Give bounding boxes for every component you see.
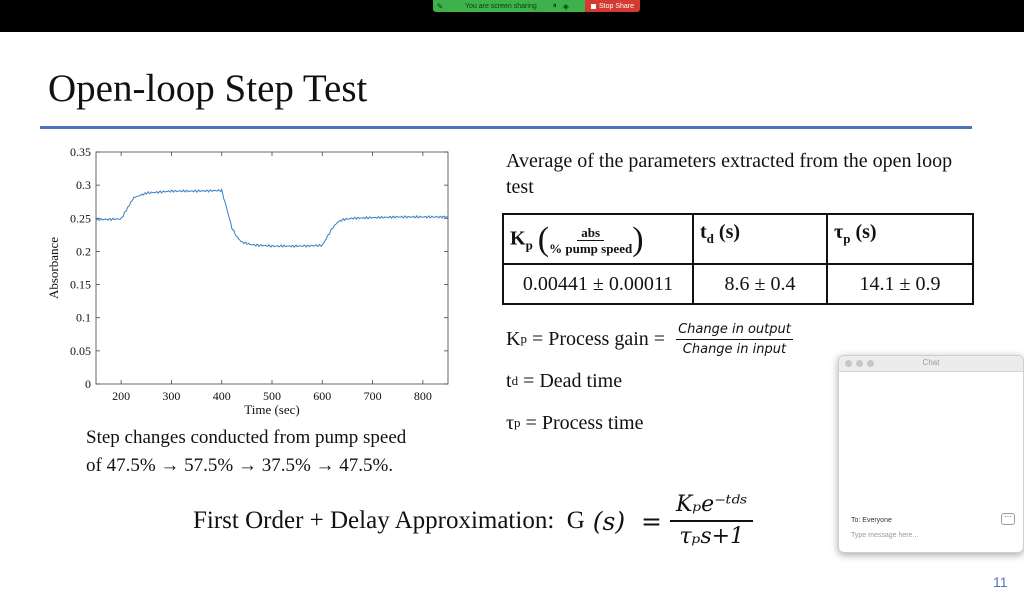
y-tick-label: 0.05 xyxy=(70,344,91,358)
stop-icon xyxy=(590,3,596,9)
formula-numerator: Kₚe⁻ᵗᵈˢ xyxy=(669,490,754,522)
y-tick-label: 0.15 xyxy=(70,278,91,292)
close-window-icon[interactable] xyxy=(845,360,852,367)
share-icon: ✎ xyxy=(436,1,444,11)
formula-fraction: Kₚe⁻ᵗᵈˢ τₚs+1 xyxy=(669,490,754,552)
y-tick-label: 0 xyxy=(85,377,91,391)
x-tick-label: 200 xyxy=(112,389,130,403)
sharing-status-text: You are screen sharing xyxy=(465,2,537,10)
parameters-table: Kp (abs% pump speed) td (s) τp (s) 0.004… xyxy=(502,213,974,305)
chat-window[interactable]: Chat To: Everyone ··· Type message here.… xyxy=(838,355,1024,553)
formula-label: First Order + Delay Approximation: G xyxy=(193,507,585,534)
y-tick-label: 0.2 xyxy=(76,244,91,258)
chat-message-input[interactable]: Type message here... xyxy=(851,532,919,539)
slide-title: Open-loop Step Test xyxy=(48,67,368,110)
caption-line-2: of 47.5% → 57.5% → 37.5% → 47.5%. xyxy=(86,455,394,476)
shield-icon[interactable]: ◈ xyxy=(562,1,569,11)
chat-recipient-selector[interactable]: To: Everyone xyxy=(851,517,892,524)
chat-titlebar[interactable]: Chat xyxy=(839,356,1023,372)
screen-share-bar: ✎ You are screen sharing ⏸ ◈ Stop Share xyxy=(0,0,1024,32)
y-tick-label: 0.3 xyxy=(76,178,91,192)
kp-unit-fraction: abs% pump speed xyxy=(549,224,633,256)
table-header-row: Kp (abs% pump speed) td (s) τp (s) xyxy=(502,213,974,265)
y-tick-label: 0.35 xyxy=(70,145,91,159)
kp-header: Kp (abs% pump speed) xyxy=(502,213,694,265)
absorbance-series-line xyxy=(95,188,449,249)
tau-header: τp (s) xyxy=(826,213,974,265)
average-parameters-text: Average of the parameters extracted from… xyxy=(506,150,953,198)
stop-share-button[interactable]: Stop Share xyxy=(585,0,640,12)
formula-argument: (𝑠) = xyxy=(584,506,662,536)
plot-area xyxy=(95,151,449,385)
title-divider xyxy=(40,126,972,129)
y-axis-label: Absorbance xyxy=(46,237,61,299)
x-tick-label: 600 xyxy=(313,389,331,403)
kp-value: 0.00441 ± 0.00011 xyxy=(502,263,694,305)
y-tick-label: 0.1 xyxy=(76,311,91,325)
y-tick-label: 0.25 xyxy=(70,211,91,225)
td-header: td (s) xyxy=(692,213,828,265)
screen-sharing-pill[interactable]: ✎ You are screen sharing ⏸ ◈ xyxy=(433,0,585,12)
x-tick-label: 300 xyxy=(162,389,180,403)
page-number: 11 xyxy=(993,574,1008,590)
caption-line-1: Step changes conducted from pump speed xyxy=(86,427,407,448)
stop-share-label: Stop Share xyxy=(598,2,635,10)
minimize-window-icon[interactable] xyxy=(856,360,863,367)
table-row: 0.00441 ± 0.00011 8.6 ± 0.4 14.1 ± 0.9 xyxy=(502,263,974,305)
tau-value: 14.1 ± 0.9 xyxy=(826,263,974,305)
absorbance-chart: 0 0.05 0.1 0.15 0.2 0.25 0.3 0.35 200 300 400 500 60… xyxy=(46,145,449,417)
chat-more-options-icon[interactable]: ··· xyxy=(1001,513,1015,525)
chart-caption: Step changes conducted from pump speed o… xyxy=(86,424,486,480)
gain-fraction: Change in output Change in input xyxy=(676,321,793,357)
maximize-window-icon[interactable] xyxy=(867,360,874,367)
x-tick-label: 800 xyxy=(414,389,432,403)
td-value: 8.6 ± 0.4 xyxy=(692,263,828,305)
pause-share-icon[interactable]: ⏸ xyxy=(552,1,557,10)
x-axis-label: Time (sec) xyxy=(244,402,300,417)
x-tick-label: 700 xyxy=(364,389,382,403)
formula-denominator: τₚs+1 xyxy=(679,524,745,549)
transfer-function-formula: First Order + Delay Approximation: G (𝑠)… xyxy=(193,490,754,552)
x-tick-label: 500 xyxy=(263,389,281,403)
x-tick-label: 400 xyxy=(213,389,231,403)
chat-title: Chat xyxy=(922,358,940,367)
